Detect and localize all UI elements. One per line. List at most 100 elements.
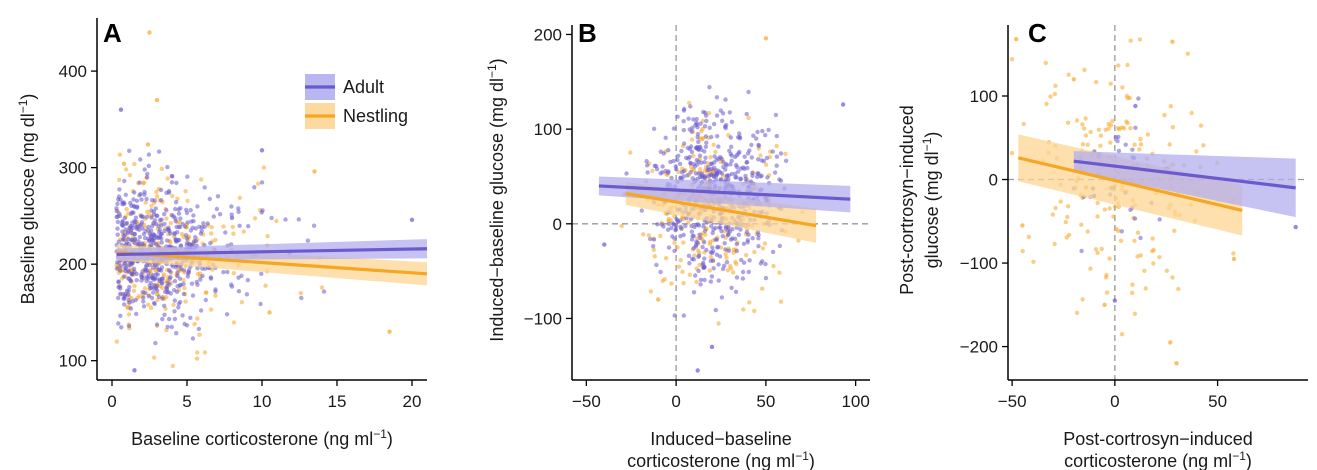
adult-point [123, 268, 128, 274]
adult-point [699, 171, 705, 176]
adult-point [698, 277, 704, 283]
adult-point [694, 117, 699, 122]
adult-point [126, 292, 131, 297]
adult-point [745, 238, 750, 243]
adult-point [702, 124, 708, 129]
adult-point [644, 159, 649, 164]
adult-point [624, 171, 629, 176]
adult-point [763, 261, 768, 267]
nestling-point [182, 285, 187, 291]
x-tick-label: 10 [253, 392, 272, 411]
adult-point [188, 315, 193, 320]
adult-point [720, 234, 725, 239]
adult-point [146, 224, 151, 230]
adult-point [168, 275, 173, 280]
adult-point [747, 148, 752, 153]
legend: Adult Nestling [305, 74, 408, 129]
adult-point [132, 237, 137, 242]
adult-point [691, 290, 697, 295]
nestling-point [1098, 143, 1103, 148]
adult-point [741, 165, 746, 170]
nestling-point [1231, 251, 1236, 256]
nestling-point [697, 262, 702, 268]
nestling-point [746, 115, 751, 121]
adult-point [740, 276, 746, 281]
y-axis-title: Post-cortrosyn−induced [897, 105, 917, 295]
adult-point [708, 258, 713, 264]
adult-point [695, 240, 700, 245]
adult-point [770, 149, 775, 154]
adult-point [259, 271, 264, 276]
adult-point [741, 260, 747, 265]
adult-point [126, 268, 131, 273]
adult-point [695, 135, 700, 140]
adult-point [734, 241, 739, 247]
adult-point [126, 263, 131, 268]
adult-point [115, 226, 120, 231]
adult-point [189, 281, 195, 286]
nestling-point [1082, 67, 1087, 73]
plot-area [572, 25, 870, 380]
adult-point [698, 282, 703, 287]
y-axis-title: Baseline glucose (mg dl−1) [16, 94, 38, 305]
adult-point [175, 273, 180, 279]
nestling-point [132, 161, 137, 167]
adult-point [116, 279, 122, 284]
nestling-point [1130, 290, 1135, 296]
adult-point [177, 237, 182, 243]
adult-point [221, 269, 226, 275]
adult-point [164, 208, 169, 213]
adult-point [682, 106, 687, 112]
adult-point [734, 275, 740, 280]
adult-point [709, 344, 715, 350]
nestling-point [170, 363, 175, 369]
adult-point [695, 162, 700, 167]
adult-point [184, 210, 190, 216]
nestling-point [651, 247, 656, 252]
adult-point [602, 242, 607, 247]
adult-point [683, 223, 688, 229]
adult-point [742, 154, 747, 159]
adult-point [170, 213, 175, 218]
adult-point [305, 238, 311, 243]
adult-point [733, 171, 738, 176]
adult-point [117, 268, 123, 273]
adult-point [236, 275, 241, 280]
nestling-point [711, 142, 716, 147]
adult-point [152, 198, 157, 203]
adult-point [687, 261, 692, 266]
adult-point [645, 170, 650, 175]
adult-point [156, 294, 162, 300]
adult-point [772, 170, 778, 175]
adult-point [185, 274, 190, 279]
adult-point [120, 237, 126, 242]
adult-point [712, 165, 717, 170]
adult-point [151, 265, 156, 270]
adult-point [722, 263, 727, 268]
nestling-point [183, 299, 188, 304]
nestling-point [1189, 110, 1194, 116]
adult-point [728, 162, 733, 167]
adult-point [726, 232, 731, 237]
nestling-point [1116, 228, 1121, 234]
adult-point [188, 208, 193, 213]
adult-point [660, 164, 665, 169]
nestling-point [648, 289, 654, 294]
nestling-point [1170, 275, 1175, 280]
adult-point [737, 134, 743, 140]
adult-point [134, 198, 140, 203]
nestling-point [1065, 214, 1070, 220]
nestling-point [137, 294, 142, 299]
adult-point [719, 295, 725, 300]
adult-point [207, 196, 212, 202]
adult-point [709, 161, 714, 167]
adult-point [199, 228, 204, 234]
adult-point [685, 145, 690, 151]
adult-point [774, 154, 780, 159]
x-tick-label: −50 [998, 392, 1027, 411]
adult-point [684, 155, 689, 160]
adult-point [158, 187, 164, 193]
adult-point [225, 269, 230, 275]
adult-point [151, 241, 156, 246]
nestling-point [676, 264, 682, 269]
